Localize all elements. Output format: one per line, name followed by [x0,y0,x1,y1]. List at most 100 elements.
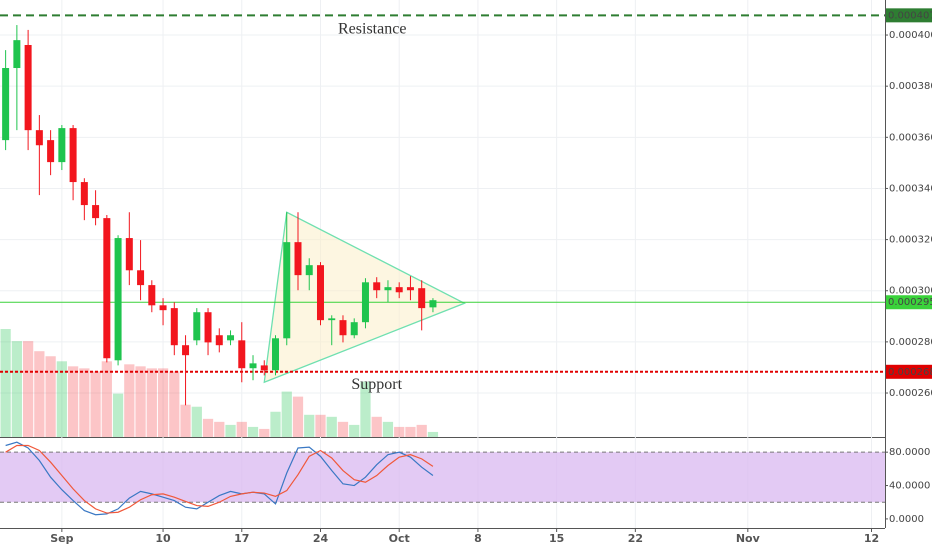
y-tick-label: 0.0004000 [889,30,932,41]
volume-bar [67,366,79,437]
candle-body [260,365,268,371]
candle-body [373,282,381,291]
volume-bar [371,416,382,437]
volume-bar [169,371,180,437]
x-tick-label: 8 [474,532,482,545]
volume-bar [180,404,191,437]
x-tick-label: 12 [864,532,879,545]
candle-body [204,312,212,343]
volume-bar [191,406,202,437]
volume-bar [112,393,124,437]
volume-bar [0,329,11,437]
x-tick-label: 15 [549,532,564,545]
level-label-box [886,295,932,310]
level-label-box [886,8,932,23]
candle-body [125,238,133,271]
candle-body [215,335,223,346]
volume-bar [202,418,214,437]
x-tick-label: 22 [628,532,643,545]
x-tick-label: 24 [313,532,329,545]
annotation: Support [351,376,402,393]
candle-body [114,238,122,361]
volume-bar [304,414,315,437]
x-tick-label: Nov [736,532,761,545]
volume-bar [214,421,225,437]
level-label-box [886,364,932,379]
candle-body [92,205,100,219]
volume-bar [416,424,427,437]
candle-body [395,287,403,293]
candle-body [69,128,77,183]
volume-bar [79,368,90,437]
y-tick-label: 0.0003000 [889,286,932,297]
volume-bar [157,368,169,437]
level-label: 0.0004077 [888,10,932,21]
level-label: 0.0002955 [888,297,932,308]
candle-body [227,335,235,341]
candle-body [137,270,145,286]
volume-bar [394,426,405,437]
volume-bar [427,431,439,437]
candle-body [294,242,302,276]
volume-bar [259,428,270,437]
volume-bar [337,421,349,437]
volume-bar [101,361,112,437]
volume-bar [247,426,259,437]
stoch-line [5,441,434,516]
volume-bar [45,356,56,437]
volume-bar [405,426,416,437]
x-tick-label: 17 [234,532,249,545]
candle-body [283,242,291,339]
volume-bar [135,366,146,437]
candle-body [418,288,426,309]
y-tick-label: 0.0000 [889,514,924,525]
volume-bar [292,396,304,437]
volume-bar [382,421,394,437]
volume-bar [326,416,337,437]
candle-body [316,265,324,321]
candle-body [305,265,313,276]
candle-body [272,338,280,371]
candle-body [238,340,246,369]
volume-bar [225,424,236,437]
candle-body [80,182,88,206]
candle-body [182,345,190,356]
candle-body [35,130,43,146]
candle-body [350,322,358,336]
candle-body [24,45,32,131]
candle-body [384,287,392,291]
volume-bar [281,391,292,437]
x-tick-label: Oct [389,532,410,545]
y-tick-label: 0.0003600 [889,132,932,143]
candle-body [339,320,347,336]
volume-bar [236,421,247,437]
volume-bar [34,351,45,437]
y-tick-label: 80.0000 [889,447,930,458]
volume-bar [349,424,360,437]
candle-body [193,312,201,341]
candle-body [249,363,257,369]
candle-body [361,282,369,323]
x-tick-label: Sep [50,532,73,545]
volume-bar [56,361,67,437]
volume-bar [146,368,157,437]
y-tick-label: 0.0002600 [889,388,932,399]
x-tick-label: 10 [155,532,171,545]
candle-body [148,285,156,306]
level-label: 0.0002683 [888,367,932,378]
y-tick-label: 0.0003800 [889,81,932,92]
candle-body [58,128,66,163]
annotation: Resistance [338,21,406,38]
candle-body [429,300,437,308]
candle-body [47,140,55,163]
volume-bar [315,414,326,437]
candle-body [159,305,167,311]
candle-body [2,68,10,141]
volume-bar [22,341,34,437]
y-tick-label: 0.0003400 [889,183,932,194]
volume-bar [90,371,101,437]
candle-body [328,318,336,321]
candle-body [170,308,178,346]
